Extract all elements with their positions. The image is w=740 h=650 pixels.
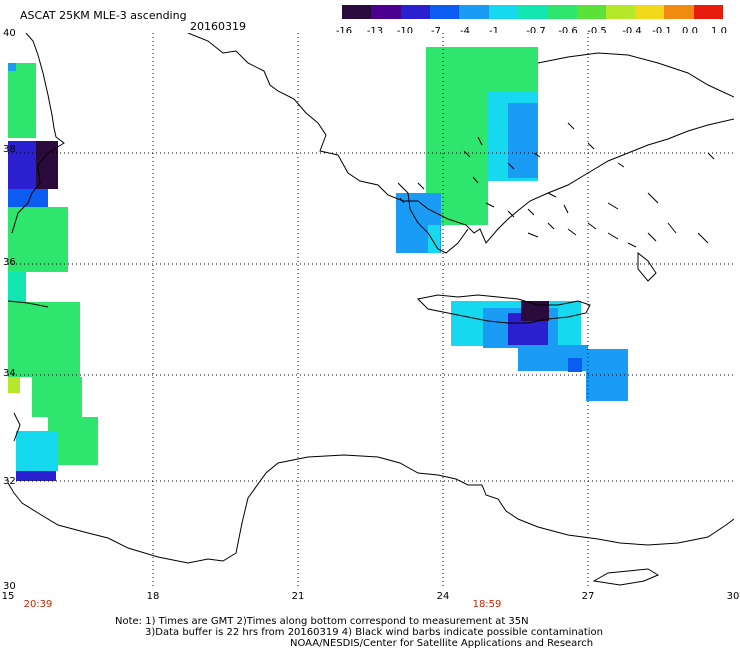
colorbar-swatch bbox=[429, 5, 460, 19]
pass-time-label: 18:59 bbox=[472, 599, 502, 610]
colorbar-swatch bbox=[371, 5, 401, 19]
colorbar-label: -4 bbox=[460, 26, 470, 37]
colorbar-swatch bbox=[693, 5, 724, 19]
lat-label: 32 bbox=[3, 476, 16, 487]
swath-cell bbox=[16, 431, 58, 471]
colorbar-label: -0.1 bbox=[652, 26, 672, 37]
footer-note-line-1: Note: 1) Times are GMT 2)Times along bot… bbox=[115, 616, 529, 627]
asia-minor-coast bbox=[537, 52, 734, 98]
swath-cell bbox=[426, 47, 538, 97]
swath-cell bbox=[8, 302, 80, 377]
lon-label: 30 bbox=[726, 591, 740, 602]
product-title: ASCAT 25KM MLE-3 ascending bbox=[20, 9, 187, 22]
lon-label: 21 bbox=[291, 591, 305, 602]
colorbar-label: -16 bbox=[335, 26, 353, 37]
colorbar bbox=[342, 5, 724, 19]
colorbar-swatch bbox=[664, 5, 694, 19]
colorbar-label: -13 bbox=[366, 26, 384, 37]
colorbar-swatch bbox=[488, 5, 518, 19]
swath-cell bbox=[521, 301, 549, 321]
colorbar-label: -10 bbox=[396, 26, 414, 37]
colorbar-swatch bbox=[517, 5, 548, 19]
product-date: 20160319 bbox=[190, 20, 246, 33]
colorbar-swatch bbox=[547, 5, 577, 19]
coastlines bbox=[8, 33, 734, 586]
footer-note-line-2: 3)Data buffer is 22 hrs from 20160319 4)… bbox=[145, 627, 603, 638]
swath-cell bbox=[8, 377, 20, 393]
swath-cell bbox=[426, 97, 490, 167]
balkan-coast bbox=[187, 33, 734, 244]
colorbar-swatch bbox=[342, 5, 372, 19]
swath-cell bbox=[8, 189, 48, 207]
swath-cell bbox=[8, 207, 68, 272]
lon-label: 27 bbox=[581, 591, 595, 602]
rhodes-island bbox=[637, 251, 657, 282]
swath-cell bbox=[8, 63, 16, 71]
lat-label: 34 bbox=[3, 368, 16, 379]
colorbar-label: -0.5 bbox=[587, 26, 607, 37]
colorbar-label: 0.0 bbox=[682, 26, 698, 37]
swath-cell bbox=[16, 471, 56, 481]
colorbar-label: -0.4 bbox=[622, 26, 642, 37]
swath-cell bbox=[8, 63, 36, 138]
lat-label: 38 bbox=[3, 144, 16, 155]
colorbar-swatch bbox=[576, 5, 606, 19]
colorbar-label: -0.6 bbox=[558, 26, 578, 37]
lon-label: 18 bbox=[146, 591, 160, 602]
cyprus-coast bbox=[592, 568, 660, 586]
peloponnese-coast bbox=[397, 182, 469, 254]
wind-map bbox=[8, 33, 734, 588]
colorbar-label: 1.0 bbox=[711, 26, 727, 37]
lon-label: 15 bbox=[1, 591, 15, 602]
map-canvas bbox=[8, 33, 734, 588]
sardinia-coast bbox=[13, 412, 21, 442]
swath-cell bbox=[8, 272, 26, 302]
colorbar-swatch bbox=[400, 5, 430, 19]
pass-time-label: 20:39 bbox=[23, 599, 53, 610]
lat-label: 30 bbox=[3, 581, 16, 592]
colorbar-label: -0.7 bbox=[526, 26, 546, 37]
swath-cell bbox=[508, 103, 538, 178]
swath-cell bbox=[32, 377, 82, 417]
colorbar-label: -1 bbox=[489, 26, 499, 37]
lon-label: 24 bbox=[436, 591, 450, 602]
africa-coast bbox=[8, 454, 734, 564]
swath-cell bbox=[36, 141, 58, 189]
italy-coast bbox=[11, 33, 65, 234]
lat-label: 36 bbox=[3, 257, 16, 268]
footer-note-line-3: NOAA/NESDIS/Center for Satellite Applica… bbox=[290, 638, 594, 649]
colorbar-label: -7 bbox=[431, 26, 441, 37]
swath-cell bbox=[568, 358, 582, 372]
greek-islands bbox=[399, 122, 715, 248]
colorbar-swatch bbox=[635, 5, 665, 19]
lat-lon-grid bbox=[8, 33, 734, 588]
colorbar-swatch bbox=[459, 5, 489, 19]
colorbar-swatch bbox=[605, 5, 636, 19]
swath-cell bbox=[428, 225, 440, 253]
wind-swaths bbox=[8, 47, 628, 481]
lat-label: 40 bbox=[3, 28, 16, 39]
sicily-coast bbox=[8, 300, 49, 308]
